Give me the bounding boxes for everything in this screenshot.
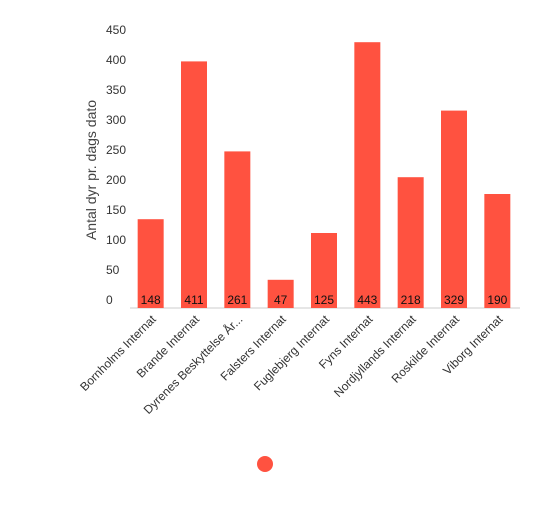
y-axis-ticks: 0 50 100 150 200 250 300 350 400 450 [106,23,126,307]
bar-value-label: 190 [487,293,507,307]
bar[interactable] [397,177,424,308]
bar-value-label: 148 [141,293,161,307]
bar[interactable] [224,151,251,308]
bar[interactable] [137,219,164,308]
bar[interactable] [181,61,207,309]
y-tick-label: 350 [106,83,126,97]
bar[interactable] [484,194,511,308]
y-tick-label: 300 [106,113,126,127]
bar[interactable] [354,42,381,308]
y-tick-label: 450 [106,23,126,37]
bar[interactable] [267,279,294,308]
bar-value-label: 125 [314,293,334,307]
y-axis-label: Antal dyr pr. dags dato [83,100,99,240]
data-labels: 148 411 261 47 125 443 218 329 190 [141,293,508,307]
bar-value-label: 261 [227,293,247,307]
x-tick-label: Bornholms Internat [77,312,159,394]
y-tick-label: 250 [106,143,126,157]
x-tick-label: Nordjyllands Internat [331,312,419,400]
bar-value-label: 47 [274,293,288,307]
y-tick-label: 100 [106,233,126,247]
y-tick-label: 0 [106,293,113,307]
bar[interactable] [311,233,337,308]
bars [137,42,511,309]
legend-marker[interactable] [257,456,273,472]
bar-value-label: 443 [357,293,377,307]
bar-value-label: 411 [184,293,203,307]
bar-value-label: 329 [444,293,464,307]
bar-value-label: 218 [401,293,421,307]
x-tick-label: Fuglebjerg Internat [251,312,333,394]
y-tick-label: 400 [106,53,126,67]
bar[interactable] [441,110,467,308]
y-tick-label: 50 [106,263,120,277]
y-tick-label: 200 [106,173,126,187]
y-tick-label: 150 [106,203,126,217]
